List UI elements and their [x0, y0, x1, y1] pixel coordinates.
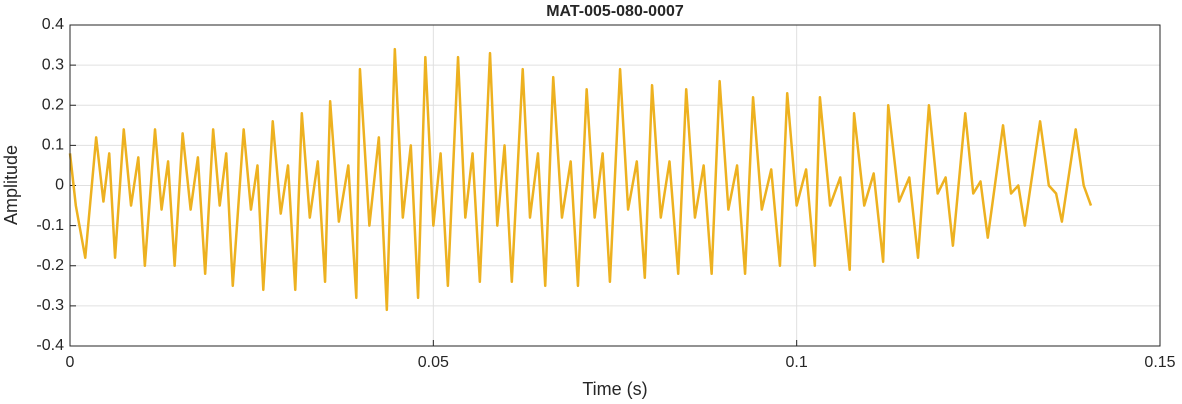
y-axis-label: Amplitude [1, 145, 21, 225]
waveform-line [68, 47, 1093, 312]
y-tick-label: -0.2 [36, 257, 64, 274]
chart-title: MAT-005-080-0007 [546, 3, 684, 20]
x-tick-label: 0 [66, 354, 75, 371]
x-tick-label: 0.15 [1144, 354, 1175, 371]
axes-box [69, 24, 1161, 347]
y-tick-label: -0.1 [36, 217, 64, 234]
y-tick-label: 0.3 [42, 56, 64, 73]
y-tick-label: 0.1 [42, 137, 64, 154]
y-tick-label: -0.3 [36, 297, 64, 314]
x-tick-label: 0.05 [418, 354, 449, 371]
x-tick-label: 0.1 [786, 354, 808, 371]
x-axis-label: Time (s) [582, 379, 647, 399]
y-tick-label: 0 [55, 177, 64, 194]
y-tick-label: 0.2 [42, 96, 64, 113]
y-tick-label: 0.4 [42, 16, 64, 33]
y-tick-label: -0.4 [36, 337, 64, 354]
